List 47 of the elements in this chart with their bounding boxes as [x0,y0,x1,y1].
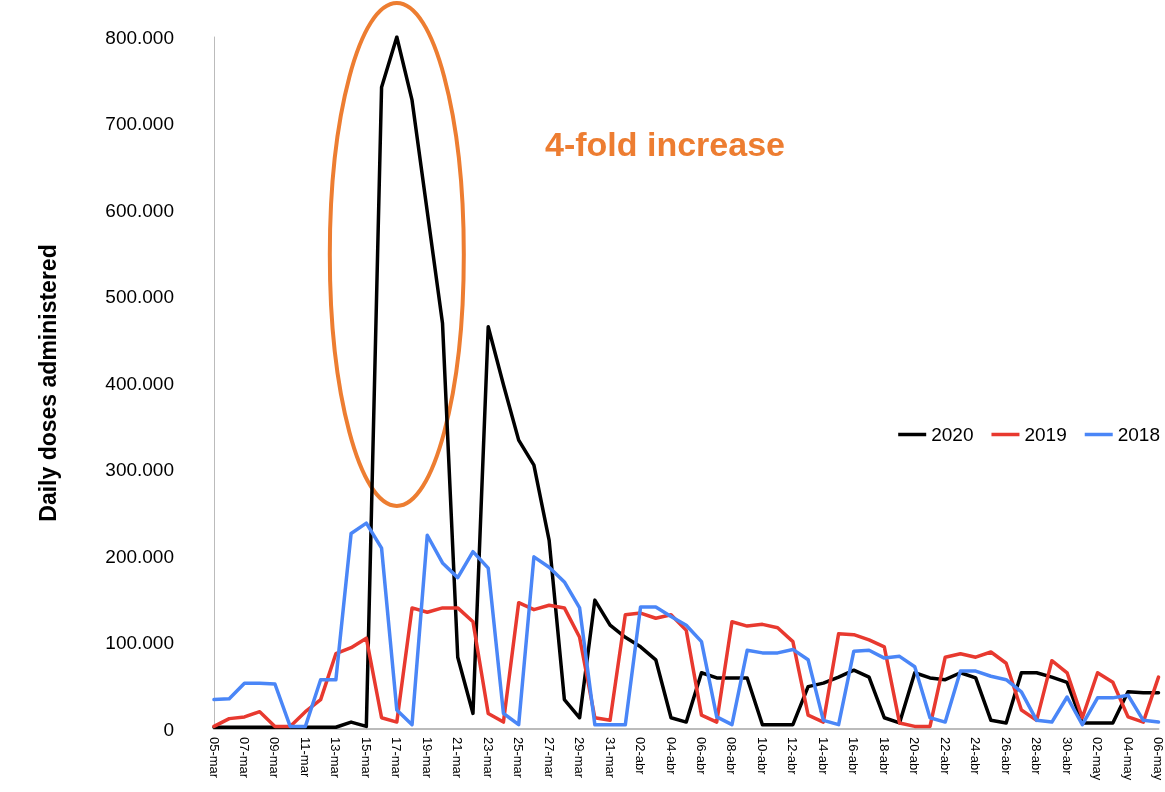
annotation: 4-fold increase [545,125,785,163]
x-tick-label: 04-abr [663,737,679,776]
y-axis-title: Daily doses administered [34,244,61,522]
y-tick-label: 400.000 [105,372,174,394]
legend-label: 2018 [1117,424,1161,445]
x-tick-label: 23-mar [480,737,496,779]
x-tick-label: 25-mar [511,737,527,779]
y-tick-label: 800.000 [105,26,174,48]
y-tick-label: 600.000 [105,199,174,221]
x-tick-label: 16-abr [846,737,862,776]
y-tick-label: 200.000 [105,545,174,567]
x-tick-label: 28-abr [1029,737,1045,776]
x-tick-label: 21-mar [450,737,466,779]
y-tick-label: 500.000 [105,286,174,307]
line-series [212,35,1161,730]
x-tick-label: 04-may [1120,737,1136,781]
y-tick-label: 100.000 [105,632,174,653]
legend-label: 2020 [931,424,974,445]
x-tick-label: 02-abr [633,737,649,776]
x-tick-label: 19-mar [419,737,435,779]
x-tick-label: 05-mar [206,737,222,779]
y-tick-label: 0 [163,718,174,740]
x-tick-label: 17-mar [389,737,405,779]
x-tick-label: 27-mar [541,737,557,779]
x-tick-label: 09-mar [267,737,283,779]
x-tick-label: 11-mar [297,737,313,778]
x-tick-label: 14-abr [815,737,831,776]
x-tick-label: 13-mar [328,737,344,779]
x-tick-label: 26-abr [998,737,1014,776]
x-tick-label: 12-abr [785,737,801,776]
x-tick-label: 02-may [1090,737,1106,781]
x-tick-label: 30-abr [1059,737,1075,776]
x-tick-label: 15-mar [358,737,374,779]
x-tick-label: 20-abr [907,737,923,776]
x-tick-label: 18-abr [876,737,892,776]
x-tick-label: 08-abr [724,737,740,776]
x-tick-label: 06-abr [693,737,709,776]
legend-label: 2019 [1024,424,1067,445]
y-tick-label: 700.000 [105,113,174,134]
x-tick-label: 10-abr [754,737,770,776]
x-tick-label: 06-may [1151,737,1165,781]
x-tick-label: 31-mar [602,737,618,779]
y-tick-label: 300.000 [105,459,174,480]
x-tick-label: 22-abr [937,737,953,776]
x-tick-label: 24-abr [968,737,984,776]
x-tick-label: 07-mar [236,737,252,779]
x-tick-label: 29-mar [572,737,588,779]
